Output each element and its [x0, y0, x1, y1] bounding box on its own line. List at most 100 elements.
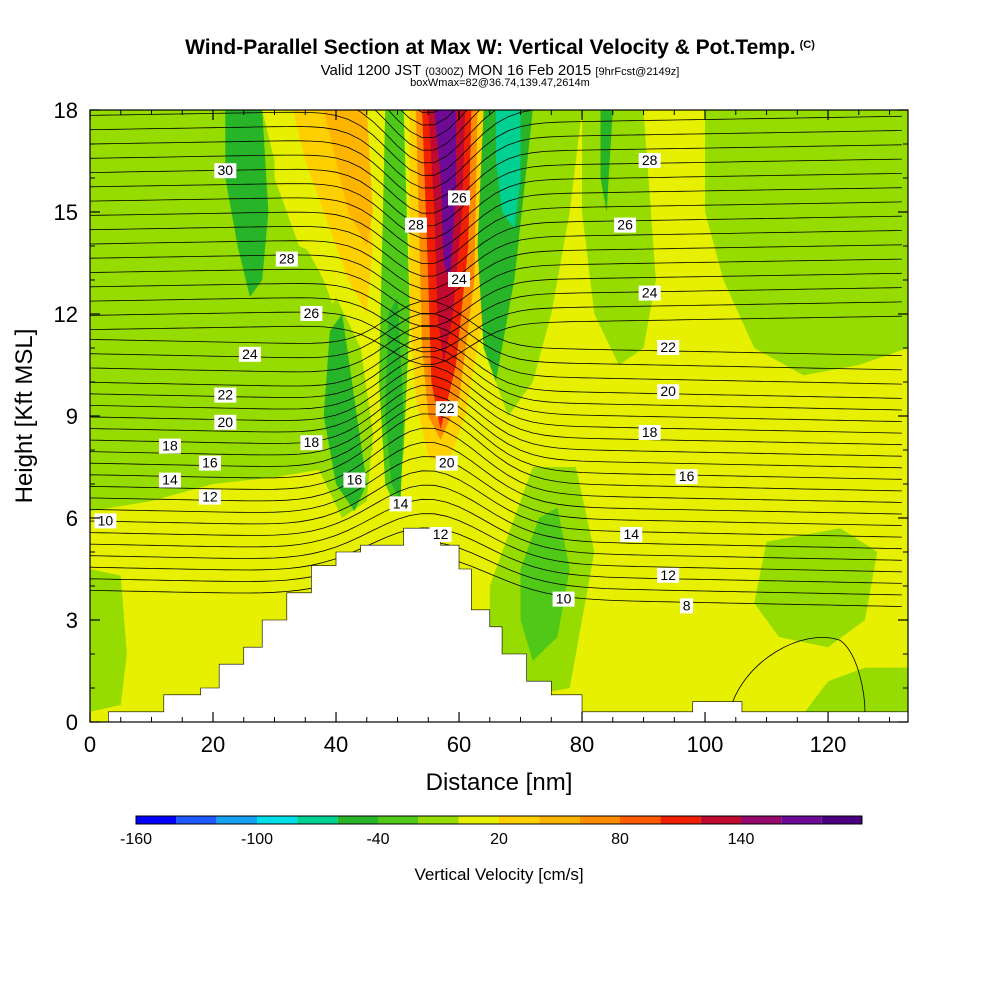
- theta-contour-line-27: [90, 244, 902, 302]
- colorbar-swatch: [700, 816, 741, 824]
- colorbar-tick-label: -40: [366, 831, 389, 848]
- theta-contour-line-19: [90, 325, 902, 385]
- contour-label: 24: [642, 285, 658, 301]
- shade-light-green-bottom-right: [797, 667, 908, 722]
- shade-green-west-top: [225, 110, 269, 297]
- theta-contour-line-14: [90, 375, 902, 446]
- contour-label: 14: [393, 495, 409, 511]
- colorbar-swatch: [620, 816, 661, 824]
- contour-label-box: [429, 527, 452, 542]
- contour-label-box: [657, 340, 680, 355]
- y-tick-label: 0: [66, 710, 78, 735]
- contour-label-box: [198, 489, 221, 505]
- theta-contour-line-32: [90, 173, 902, 239]
- contour-label: 24: [242, 346, 258, 362]
- contour-label-box: [638, 153, 661, 168]
- contour-label-box: [448, 190, 471, 206]
- shade-light-green-low-west: [90, 569, 127, 712]
- theta-contour-line-7: [90, 456, 902, 526]
- theta-contour-line-11: [90, 403, 902, 480]
- contour-label: 28: [408, 217, 424, 233]
- shade-light-green-far-east: [705, 110, 908, 376]
- theta-contour-line-34: [90, 144, 902, 214]
- shade-light-green-west: [90, 110, 373, 512]
- contour-label: 30: [218, 162, 234, 178]
- theta-contour-line-0: [90, 555, 902, 607]
- theta-contour-line-42: [416, 110, 440, 113]
- x-tick-label: 80: [570, 732, 594, 757]
- theta-contour-line-18: [90, 337, 902, 399]
- contour-label: 16: [202, 455, 218, 471]
- colorbar-tick-label: 20: [490, 831, 508, 848]
- valid-time-subtitle: Valid 1200 JST (0300Z) MON 16 Feb 2015 […: [320, 62, 680, 79]
- colorbar-swatch: [297, 816, 338, 824]
- y-tick-label: 12: [54, 302, 78, 327]
- theta-contour-line-1: [90, 541, 902, 596]
- theta-contour-line-44: [90, 2, 902, 87]
- colorbar-swatch: [176, 816, 217, 824]
- box-wmax-info: boxWmax=82@36.74,139.47,2614m: [410, 77, 590, 89]
- theta-contour-line-24: [90, 287, 902, 340]
- y-tick-label: 18: [54, 98, 78, 123]
- contour-label-box: [638, 285, 661, 301]
- shade-green-mid-column: [323, 314, 367, 512]
- theta-contour-line-2: [90, 527, 902, 584]
- contour-label: 16: [679, 468, 695, 484]
- contour-label: 26: [617, 217, 633, 233]
- theta-contour-line-43: [90, 16, 902, 100]
- colorbar-swatch: [257, 816, 298, 824]
- colorbar-tick-label: 80: [611, 831, 629, 848]
- colorbar-swatch: [741, 816, 782, 824]
- contour-label: 26: [451, 189, 467, 205]
- chart-title: Wind-Parallel Section at Max W: Vertical…: [185, 36, 815, 59]
- contour-label: 20: [660, 383, 676, 399]
- contour-label-box: [214, 387, 237, 403]
- y-tick-label: 3: [66, 608, 78, 633]
- theta-contour-line-5: [90, 484, 902, 550]
- terrain: [90, 527, 908, 722]
- contour-label-box: [214, 414, 237, 430]
- contour-label-box: [198, 455, 221, 471]
- colorbar-swatch: [136, 816, 177, 824]
- contour-label-box: [552, 591, 575, 607]
- theta-contour-line-9: [90, 427, 902, 503]
- colorbar-swatch: [216, 816, 257, 824]
- contour-label-box: [448, 272, 471, 287]
- colorbar-swatch: [579, 816, 620, 824]
- contour-label: 24: [451, 271, 467, 287]
- contour-label: 26: [304, 305, 320, 321]
- shade-light-green-east-column: [495, 110, 583, 416]
- contour-label-box: [435, 455, 458, 471]
- theta-contour-line-16: [90, 356, 902, 422]
- theta-contour-line-21: [90, 300, 902, 356]
- contour-label-box: [404, 217, 427, 233]
- theta-contour-line-37: [90, 110, 537, 176]
- colorbar-swatch: [458, 816, 499, 824]
- theta-contour-line-3: [90, 513, 902, 573]
- contour-label-box: [657, 567, 680, 583]
- colorbar-swatch: [539, 816, 580, 824]
- y-tick-label: 15: [54, 200, 78, 225]
- contour-label: 10: [556, 591, 572, 607]
- colorbar-label: Vertical Velocity [cm/s]: [414, 865, 583, 884]
- contour-label: 20: [439, 455, 455, 471]
- contour-label-box: [638, 425, 661, 440]
- theta-contour-line-35: [90, 130, 902, 202]
- contour-labels: 8 10 10 12 12 12 14 14 14 16 16 16 18 18 18 20 20 20 22 22 2…: [94, 152, 698, 614]
- contour-label-box: [675, 469, 698, 485]
- contour-label: 14: [623, 526, 639, 542]
- theta-contour-line-8: [90, 441, 902, 515]
- colorbar-tick-label: 140: [728, 831, 755, 848]
- theta-contour-line-23: [90, 301, 902, 353]
- contour-label-box: [343, 472, 366, 488]
- y-axis-label: Height [Kft MSL]: [11, 329, 38, 504]
- shade-green-lower-east: [520, 507, 570, 661]
- theta-contour-line-4: [90, 498, 902, 561]
- contour-label: 22: [218, 387, 234, 403]
- contour-label: 18: [642, 424, 658, 440]
- contour-label: 22: [660, 339, 676, 355]
- contour-label: 8: [683, 597, 691, 613]
- contour-label: 12: [433, 526, 449, 542]
- x-tick-label: 20: [201, 732, 225, 757]
- x-tick-label: 60: [447, 732, 471, 757]
